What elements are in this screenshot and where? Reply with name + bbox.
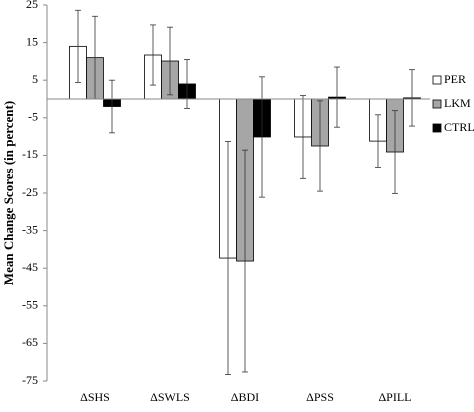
legend-label: CTRL [444, 120, 474, 134]
y-tick-label: 15 [26, 34, 38, 48]
y-tick-label: -5 [28, 110, 38, 124]
x-tick-label: ΔPSS [306, 390, 334, 404]
x-tick-label: ΔPILL [378, 390, 411, 404]
y-tick-label: -75 [22, 373, 38, 387]
y-tick-label: -35 [22, 222, 38, 236]
legend-label: LKM [444, 96, 471, 110]
x-tick-label: ΔSWLS [150, 390, 190, 404]
legend-label: PER [444, 72, 466, 86]
x-tick-label: ΔSHS [80, 390, 110, 404]
y-tick-label: -15 [22, 147, 38, 161]
x-tick-label: ΔBDI [231, 390, 259, 404]
y-tick-label: -25 [22, 185, 38, 199]
y-tick-label: 5 [32, 72, 38, 86]
y-tick-label: 25 [26, 0, 38, 11]
legend-swatch [432, 123, 442, 133]
legend-swatch [432, 99, 442, 109]
y-tick-label: -45 [22, 260, 38, 274]
y-axis-label: Mean Change Scores (in percent) [1, 101, 16, 285]
y-tick-label: -65 [22, 335, 38, 349]
y-tick-label: -55 [22, 298, 38, 312]
legend-swatch [432, 75, 442, 85]
